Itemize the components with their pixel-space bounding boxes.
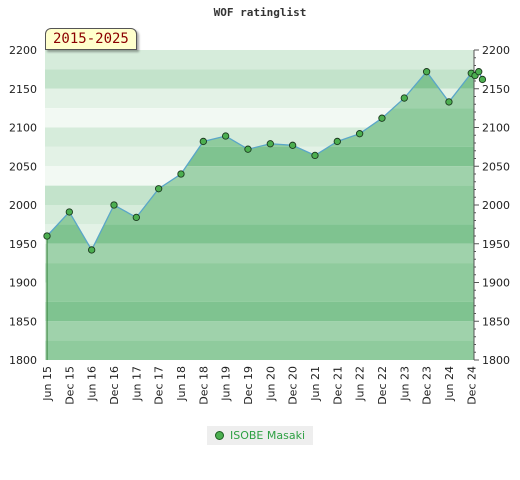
y-tick-label-left: 1800 bbox=[9, 354, 37, 367]
x-tick-label: Jun 15 bbox=[41, 366, 54, 402]
y-tick-label-left: 2200 bbox=[9, 44, 37, 57]
y-tick-labels-left: 1800 1850 1900 1950 2000 2050 2100 2150 2200 bbox=[9, 44, 37, 367]
data-point bbox=[266, 140, 274, 148]
data-point bbox=[65, 208, 73, 216]
y-tick-label-left: 1900 bbox=[9, 277, 37, 290]
data-point bbox=[400, 94, 408, 102]
x-tick-labels: Jun 15 Dec 15 Jun 16 Dec 16 Jun 17 Dec 17 Jun … bbox=[41, 366, 478, 405]
x-tick-label: Jun 19 bbox=[220, 366, 233, 402]
area-fill-band bbox=[47, 340, 474, 360]
x-tick-label: Jun 16 bbox=[86, 366, 99, 402]
legend-label: ISOBE Masaki bbox=[230, 429, 306, 442]
x-tick-label: Dec 16 bbox=[108, 366, 121, 405]
data-point bbox=[288, 141, 297, 149]
data-point bbox=[378, 114, 386, 122]
data-point bbox=[422, 68, 431, 76]
legend[interactable]: ISOBE Masaki bbox=[207, 426, 314, 445]
x-tick-label: Dec 15 bbox=[63, 366, 76, 405]
period-badge: 2015-2025 bbox=[45, 28, 137, 50]
y-tick-label-left: 1950 bbox=[9, 238, 37, 251]
background-band bbox=[45, 108, 474, 128]
data-point bbox=[445, 98, 453, 106]
area-fill-band bbox=[47, 263, 474, 283]
y-tick-label-right: 1900 bbox=[482, 277, 510, 290]
data-point bbox=[110, 201, 118, 209]
x-tick-label: Dec 20 bbox=[287, 366, 300, 405]
background-band bbox=[45, 50, 474, 70]
area-fill-band bbox=[47, 321, 474, 341]
legend-marker-icon bbox=[215, 431, 224, 440]
x-tick-label: Dec 21 bbox=[331, 366, 344, 405]
x-tick-label: Jun 18 bbox=[175, 366, 188, 402]
x-tick-label: Dec 22 bbox=[376, 366, 389, 405]
axis-layer bbox=[473, 49, 479, 361]
area-fill-band bbox=[47, 301, 474, 322]
y-tick-label-right: 1800 bbox=[482, 354, 510, 367]
x-tick-label: Jun 24 bbox=[443, 366, 456, 402]
data-point bbox=[155, 185, 163, 193]
x-tick-label: Dec 23 bbox=[421, 366, 434, 405]
x-tick-label: Jun 22 bbox=[354, 366, 367, 402]
x-tick-label: Jun 23 bbox=[398, 366, 411, 402]
x-tick-label: Dec 17 bbox=[153, 366, 166, 405]
data-point bbox=[478, 75, 487, 84]
data-point bbox=[132, 213, 140, 222]
background-band bbox=[45, 69, 474, 89]
y-tick-label-left: 1850 bbox=[9, 315, 37, 328]
x-tick-label: Jun 17 bbox=[130, 366, 143, 402]
data-point bbox=[221, 132, 230, 140]
data-point bbox=[333, 137, 341, 146]
y-tick-label-right: 2000 bbox=[482, 199, 510, 212]
x-tick-label: Dec 24 bbox=[465, 366, 478, 405]
area-fill-band bbox=[47, 205, 474, 225]
data-point bbox=[199, 137, 207, 146]
y-tick-labels-right: 1800 1850 1900 1950 2000 2050 2100 2150 2200 bbox=[482, 44, 510, 367]
area-fill-band bbox=[47, 282, 474, 302]
data-points bbox=[43, 68, 487, 254]
y-tick-label-right: 1950 bbox=[482, 238, 510, 251]
y-tick-label-left: 2000 bbox=[9, 199, 37, 212]
y-tick-label-right: 2150 bbox=[482, 83, 510, 96]
background-band bbox=[45, 88, 474, 109]
y-tick-label-left: 2050 bbox=[9, 160, 37, 173]
data-point bbox=[475, 68, 483, 76]
data-point bbox=[244, 145, 252, 153]
chart-title: WOF ratinglist bbox=[213, 6, 307, 19]
data-point bbox=[177, 170, 185, 178]
area-fill-band bbox=[47, 243, 474, 264]
y-tick-label-right: 2050 bbox=[482, 160, 510, 173]
data-point bbox=[88, 246, 96, 254]
x-tick-label: Jun 20 bbox=[264, 366, 277, 402]
y-tick-label-right: 2100 bbox=[482, 122, 510, 135]
data-point bbox=[43, 232, 51, 240]
y-tick-label-right: 1850 bbox=[482, 315, 510, 328]
area-fill-band bbox=[47, 224, 474, 244]
y-tick-label-left: 2150 bbox=[9, 83, 37, 96]
y-tick-label-left: 2100 bbox=[9, 122, 37, 135]
data-point bbox=[355, 130, 364, 138]
x-tick-label: Jun 21 bbox=[309, 366, 322, 402]
y-tick-label-right: 2200 bbox=[482, 44, 510, 57]
x-tick-label: Dec 19 bbox=[242, 366, 255, 405]
x-tick-label: Dec 18 bbox=[197, 366, 210, 405]
data-point bbox=[311, 151, 319, 160]
